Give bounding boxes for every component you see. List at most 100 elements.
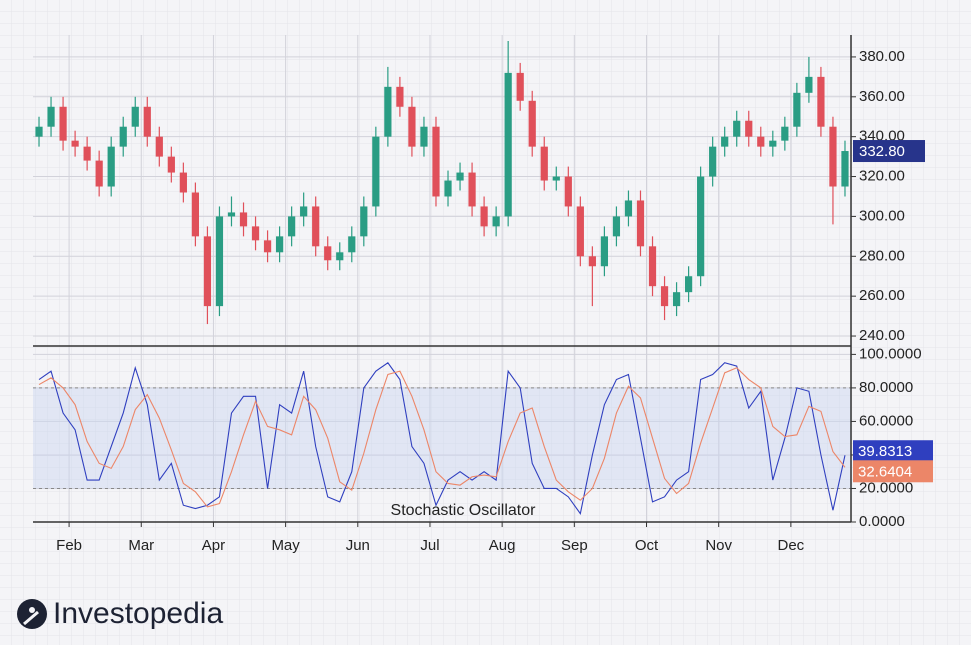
candle-body — [408, 106, 416, 147]
candle-body — [251, 226, 260, 241]
candle-body — [239, 212, 248, 227]
x-tick-label: Aug — [489, 537, 516, 554]
candle-body — [179, 172, 187, 193]
candle-body — [107, 146, 115, 187]
x-tick-label: Apr — [202, 537, 225, 554]
candle-body — [841, 151, 849, 187]
candle-body — [636, 200, 645, 247]
x-tick-label: Jul — [420, 537, 439, 554]
y-tick-label: 320.00 — [859, 168, 905, 185]
candle-body — [793, 92, 801, 127]
candle-body — [648, 246, 657, 287]
candle-body — [263, 240, 272, 253]
candle-body — [781, 126, 789, 141]
candle-body — [83, 146, 91, 161]
candle-body — [432, 126, 440, 197]
y-tick-label: 0.0000 — [859, 513, 905, 530]
candle-body — [612, 216, 621, 237]
last-value-box — [853, 460, 933, 483]
candle-body — [275, 236, 284, 253]
candle-body — [35, 126, 43, 137]
candle-body — [312, 206, 320, 247]
x-tick-label: Nov — [705, 537, 732, 554]
candle-body — [600, 236, 609, 267]
candle-body — [396, 86, 404, 107]
candle-body — [384, 86, 392, 137]
candle-body — [131, 106, 139, 127]
candle-body — [227, 212, 236, 217]
candle-body — [360, 206, 368, 237]
candle-body — [672, 292, 681, 307]
candle-body — [697, 176, 705, 277]
band-fill — [33, 387, 851, 489]
candle-body — [492, 216, 500, 227]
candle-body — [480, 206, 488, 227]
candle-body — [336, 252, 344, 261]
last-value-label: 39.8313 — [858, 443, 912, 460]
candle-body — [805, 76, 813, 93]
candle-body — [468, 172, 476, 207]
candle-body — [59, 106, 67, 141]
candle-body — [95, 160, 103, 187]
y-tick-label: 240.00 — [859, 327, 905, 344]
candle-body — [191, 192, 200, 237]
candle-body — [516, 72, 524, 101]
candle-body — [660, 286, 669, 307]
logo — [17, 599, 47, 629]
x-tick-label: Dec — [778, 537, 805, 554]
candle-body — [721, 136, 729, 147]
y-tick-label: 100.0000 — [859, 345, 922, 362]
candle-body — [203, 236, 212, 307]
candle-body — [540, 146, 548, 181]
oscillator-line — [38, 362, 846, 515]
plot-area: Stochastic Oscillator — [33, 35, 851, 523]
candle-body — [324, 246, 332, 261]
y-tick-label: 80.0000 — [859, 379, 913, 396]
y-tick-label: 20.0000 — [859, 479, 913, 496]
candle-body — [624, 200, 633, 217]
candle-body — [709, 146, 717, 177]
candle-body — [528, 100, 536, 147]
candle-body — [372, 136, 380, 207]
y-tick-label: 380.00 — [859, 48, 905, 65]
candle-body — [456, 172, 464, 181]
x-tick-label: Sep — [561, 537, 588, 554]
y-tick-label: 60.0000 — [859, 412, 913, 429]
candle-body — [684, 276, 693, 293]
brand: Investopedia — [53, 597, 223, 630]
x-tick-label: May — [271, 537, 300, 554]
candle-body — [504, 72, 512, 217]
y-tick-label: 360.00 — [859, 88, 905, 105]
candle-body — [829, 126, 837, 187]
candle-body — [733, 120, 741, 137]
candle-body — [47, 106, 55, 127]
x-tick-label: Oct — [635, 537, 659, 554]
candle-body — [769, 140, 777, 147]
candle-body — [745, 120, 753, 137]
last-price-label: 332.80 — [859, 143, 905, 160]
candle-body — [817, 76, 825, 127]
annotation: Stochastic Oscillator — [391, 502, 537, 519]
candle-body — [348, 236, 356, 253]
last-value-box — [853, 440, 933, 463]
candle-body — [119, 126, 127, 147]
candle-body — [757, 136, 765, 147]
y-tick-label: 280.00 — [859, 247, 905, 264]
candle-body — [300, 206, 308, 217]
x-tick-label: Feb — [56, 537, 82, 554]
y-tick-label: 260.00 — [859, 287, 905, 304]
x-tick-label: Mar — [128, 537, 154, 554]
candle-body — [143, 106, 151, 137]
candle-body — [564, 176, 572, 207]
candle-body — [288, 216, 296, 237]
candle-body — [552, 176, 560, 181]
candle-body — [215, 216, 224, 307]
last-value-label: 32.6404 — [858, 463, 912, 480]
candle-body — [167, 156, 175, 173]
y-tick-label: 300.00 — [859, 207, 905, 224]
candle-body — [71, 140, 79, 147]
candle-body — [588, 256, 596, 267]
